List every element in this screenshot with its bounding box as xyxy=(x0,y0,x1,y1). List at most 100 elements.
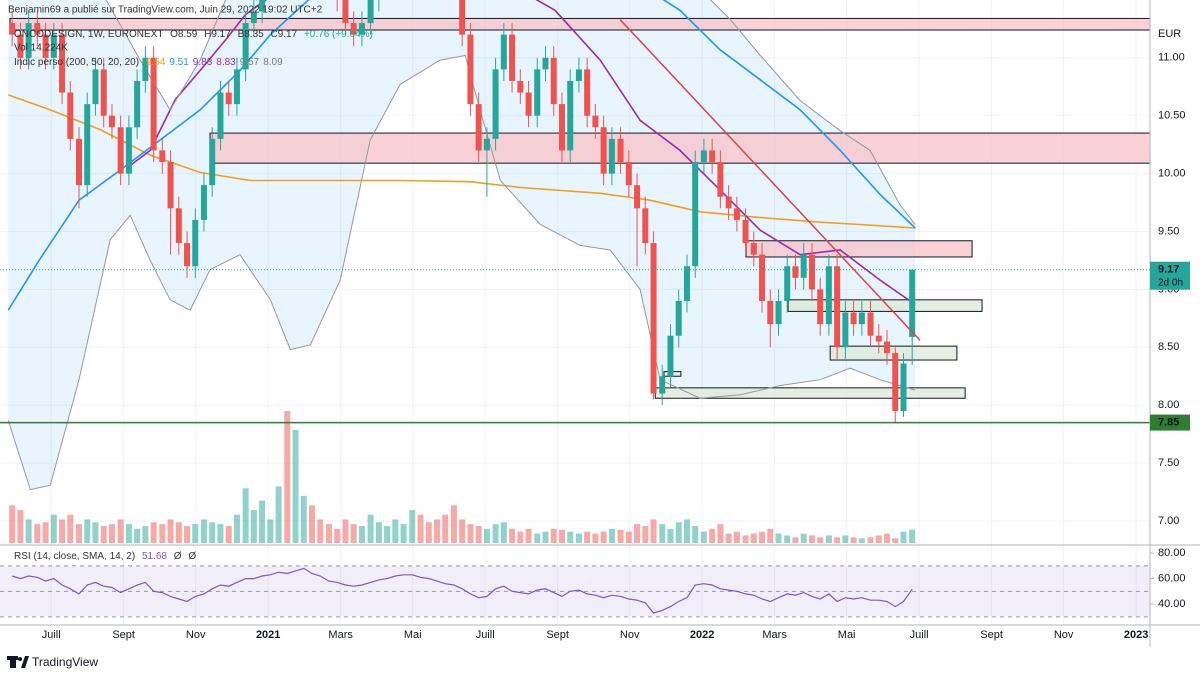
candle-body xyxy=(184,243,191,267)
candle-body xyxy=(209,138,216,186)
ohlc: H9.17 xyxy=(204,29,231,40)
volume-bar xyxy=(767,528,774,543)
volume-bar xyxy=(867,537,874,543)
candle-body xyxy=(692,162,699,267)
volume-bar xyxy=(550,528,557,543)
volume-bar xyxy=(142,526,149,543)
x-tick-label: Nov xyxy=(620,629,640,641)
volume-bar xyxy=(909,529,916,543)
volume-bar xyxy=(750,533,757,543)
candle-body xyxy=(909,269,916,337)
volume-bar xyxy=(558,529,565,543)
ohlc: C9.17 xyxy=(271,29,298,40)
rsi-tick-label: 40.00 xyxy=(1158,598,1186,610)
volume-bar xyxy=(600,531,607,543)
volume-bar xyxy=(200,519,207,543)
volume-bar xyxy=(900,531,907,543)
candle-body xyxy=(59,34,66,93)
volume-bar xyxy=(517,531,524,543)
rsi-line xyxy=(12,567,913,614)
volume-bar xyxy=(450,505,457,543)
volume-bar xyxy=(675,522,682,543)
y-tick-label: 10.50 xyxy=(1158,110,1186,122)
volume-bar xyxy=(34,524,41,543)
volume-bar xyxy=(759,531,766,543)
zone xyxy=(209,132,1150,164)
volume-bar xyxy=(292,429,299,543)
candle-body xyxy=(242,23,249,70)
volume-bar xyxy=(317,519,324,543)
legend-volume: Vol 14.224K xyxy=(14,43,68,54)
volume-bar xyxy=(217,524,224,543)
support-label: 7.85 xyxy=(1158,416,1179,428)
ohlc: O8.59 xyxy=(170,29,198,40)
candle-body xyxy=(159,150,166,163)
x-tick-label: Sept xyxy=(546,629,569,641)
volume-bar xyxy=(167,519,174,543)
rsi-extra: Ø xyxy=(188,551,196,562)
candle-body xyxy=(233,69,240,105)
candle-body xyxy=(342,0,349,24)
volume-bar xyxy=(659,524,666,543)
candle-body xyxy=(217,92,224,139)
candle-body xyxy=(75,138,82,186)
candle-body xyxy=(659,376,666,394)
last-price-label: 9.17 xyxy=(1158,264,1179,276)
candle-body xyxy=(775,300,782,325)
legend-symbol-line: ONCODESIGN, 1W, EURONEXT O8.59 H9.17 B8.… xyxy=(14,29,373,40)
volume-bar xyxy=(75,524,82,543)
volume-bar xyxy=(250,510,257,543)
x-tick-label: 2021 xyxy=(256,629,280,641)
volume-bar xyxy=(50,514,57,543)
candle-body xyxy=(667,335,674,377)
candle-body xyxy=(683,266,690,301)
candle-body xyxy=(25,23,32,58)
candle-body xyxy=(225,92,232,105)
candle-body xyxy=(725,196,732,209)
candle-body xyxy=(642,208,649,244)
x-tick-label: Sept xyxy=(112,629,135,641)
indicator-value: 8.83 xyxy=(216,57,236,68)
volume-bar xyxy=(233,514,240,543)
volume-bar xyxy=(525,528,532,543)
overlay-line xyxy=(7,54,916,491)
logo-part xyxy=(10,656,16,668)
candle-body xyxy=(550,57,557,105)
volume-bar xyxy=(59,519,66,543)
volume-bar xyxy=(184,526,191,543)
volume-bar xyxy=(842,535,849,543)
x-tick-label: Sept xyxy=(980,629,1003,641)
volume-bar xyxy=(700,531,707,543)
candle-body xyxy=(884,341,891,354)
candle-body xyxy=(709,150,716,163)
candle-body xyxy=(542,57,549,70)
x-tick-label: Mars xyxy=(328,629,353,641)
candle-body xyxy=(592,115,599,128)
volume-bar xyxy=(259,500,266,543)
candle-body xyxy=(175,208,182,244)
volume-bar xyxy=(92,522,99,543)
volume-bar xyxy=(108,524,115,543)
volume-bar xyxy=(592,533,599,543)
symbol: ONCODESIGN, 1W, EURONEXT xyxy=(14,29,163,40)
candle-body xyxy=(800,254,807,278)
candle-body xyxy=(117,127,124,174)
candle-body xyxy=(17,34,24,58)
candle-body xyxy=(34,23,41,35)
candle-body xyxy=(92,69,99,105)
candle-body xyxy=(50,34,57,58)
volume-bar xyxy=(817,537,824,543)
volume-bar xyxy=(667,528,674,543)
axes: EUR Juill Sept Nov 2021 Mars Mai Juill Sept Nov 2… xyxy=(0,0,1200,647)
candle-body xyxy=(634,185,641,209)
candle-body xyxy=(558,104,565,151)
y-tick-label: 8.00 xyxy=(1158,399,1179,411)
volume-bar xyxy=(42,522,49,543)
volume-bar xyxy=(792,537,799,543)
y-tick-label: 7.50 xyxy=(1158,457,1179,469)
rsi-name: RSI (14, close, SMA, 14, 2) xyxy=(14,551,135,562)
indicator-value: 8.09 xyxy=(263,57,283,68)
price-pane xyxy=(0,0,1150,543)
candle-body xyxy=(100,69,107,116)
